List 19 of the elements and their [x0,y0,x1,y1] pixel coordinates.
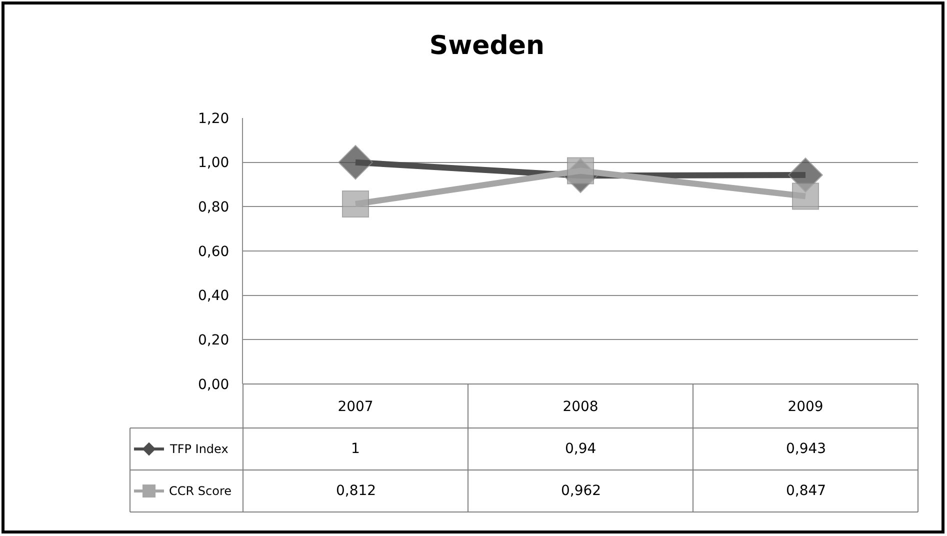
y-tick-label: 0,20 [198,332,230,349]
data-label: 0,943 [786,441,826,457]
chart-title: Sweden [429,31,545,62]
data-label: 0,812 [336,483,376,499]
y-tick-label: 1,20 [198,110,230,127]
legend-label: CCR Score [169,484,232,498]
data-label: 0,94 [565,441,596,457]
y-tick-label: 0,60 [198,244,230,260]
y-tick-label: 0,40 [198,288,230,304]
data-label: 0,847 [786,483,826,499]
x-tick-label: 2008 [562,399,598,415]
y-tick-label: 0,80 [198,200,230,216]
data-label: 1 [351,441,360,457]
x-tick-label: 2007 [338,399,374,415]
data-label: 0,962 [561,483,602,499]
legend-label: TFP Index [169,442,228,456]
y-tick-label: 1,00 [198,155,230,172]
y-tick-label: 0,00 [198,376,230,393]
x-tick-label: 2009 [788,399,824,415]
